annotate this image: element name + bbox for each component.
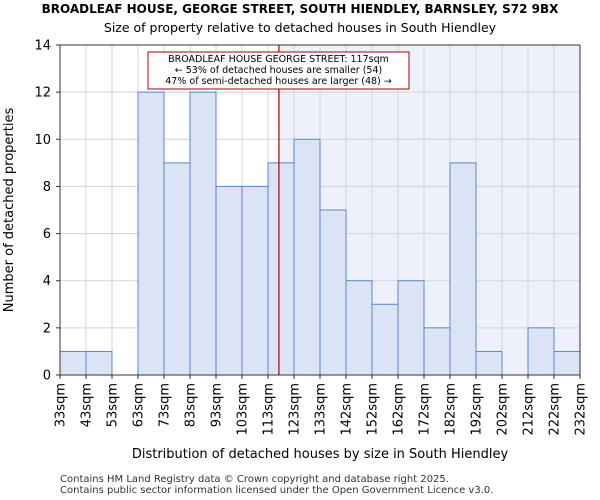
bar-103sqm	[241, 185, 269, 376]
x-tick-label: 43sqm	[80, 383, 95, 427]
x-tick-label: 113sqm	[262, 383, 277, 436]
bar-212sqm	[527, 327, 555, 376]
annotation-line-3: 47% of semi-detached houses are larger (…	[165, 76, 392, 87]
x-tick-label: 152sqm	[366, 383, 381, 436]
y-tick-label: 6	[43, 227, 51, 242]
x-axis-ticks: 33sqm 43sqm 53sqm 63sqm 73sqm 83sqm 93sqm 103sq…	[54, 375, 589, 436]
y-tick-label: 10	[34, 133, 51, 148]
x-tick-label: 33sqm	[54, 383, 69, 427]
footer-licence: Contains public sector information licen…	[60, 485, 494, 496]
x-tick-label: 222sqm	[548, 383, 563, 436]
x-tick-label: 63sqm	[132, 383, 147, 427]
y-axis-label: Number of detached properties	[2, 108, 17, 313]
bar-113sqm	[267, 162, 295, 376]
bar-73sqm	[163, 162, 191, 376]
chart-subtitle: Size of property relative to detached ho…	[103, 20, 497, 35]
bar-152sqm	[371, 303, 399, 376]
x-tick-label: 202sqm	[496, 383, 511, 436]
x-tick-label: 162sqm	[392, 383, 407, 436]
footer-copyright: Contains HM Land Registry data © Crown c…	[60, 474, 449, 485]
x-tick-label: 232sqm	[574, 383, 589, 436]
x-tick-label: 103sqm	[236, 383, 251, 436]
annotation-frame	[147, 51, 410, 90]
y-axis-ticks: 0 2 4 6 8 10 12 14	[34, 39, 60, 384]
y-tick-label: 8	[43, 180, 51, 195]
x-tick-label: 192sqm	[470, 383, 485, 436]
bar-43sqm	[85, 350, 113, 376]
x-tick-label: 73sqm	[158, 383, 173, 427]
bar-182sqm	[449, 162, 477, 376]
x-tick-label: 182sqm	[444, 383, 459, 436]
bar-93sqm	[215, 185, 243, 376]
y-tick-label: 14	[34, 39, 51, 54]
y-tick-label: 12	[34, 86, 51, 101]
chart-title: BROADLEAF HOUSE, GEORGE STREET, SOUTH HI…	[41, 2, 559, 16]
bar-133sqm	[319, 209, 347, 376]
bar-123sqm	[293, 138, 321, 376]
x-tick-label: 123sqm	[288, 383, 303, 436]
x-tick-label: 212sqm	[522, 383, 537, 436]
annotation-line-1: BROADLEAF HOUSE GEORGE STREET: 117sqm	[168, 54, 389, 65]
bar-63sqm	[137, 91, 165, 376]
x-tick-label: 142sqm	[340, 383, 355, 436]
x-tick-label: 172sqm	[418, 383, 433, 436]
bar-172sqm	[423, 327, 451, 376]
y-tick-label: 2	[43, 321, 51, 336]
x-tick-label: 133sqm	[314, 383, 329, 436]
y-tick-label: 0	[43, 369, 51, 384]
bar-83sqm	[189, 91, 217, 376]
x-tick-label: 93sqm	[210, 383, 225, 427]
x-tick-label: 53sqm	[106, 383, 121, 427]
bar-222sqm	[553, 350, 581, 376]
annotation-box: BROADLEAF HOUSE GEORGE STREET: 117sqm ← …	[147, 51, 410, 90]
annotation-line-2: ← 53% of detached houses are smaller (54…	[175, 65, 382, 76]
x-tick-label: 83sqm	[184, 383, 199, 427]
bar-162sqm	[397, 280, 425, 376]
y-tick-label: 4	[43, 274, 51, 289]
bar-142sqm	[345, 280, 373, 376]
x-axis-label: Distribution of detached houses by size …	[132, 447, 509, 462]
bar-33sqm	[59, 350, 87, 376]
bar-192sqm	[475, 350, 503, 376]
